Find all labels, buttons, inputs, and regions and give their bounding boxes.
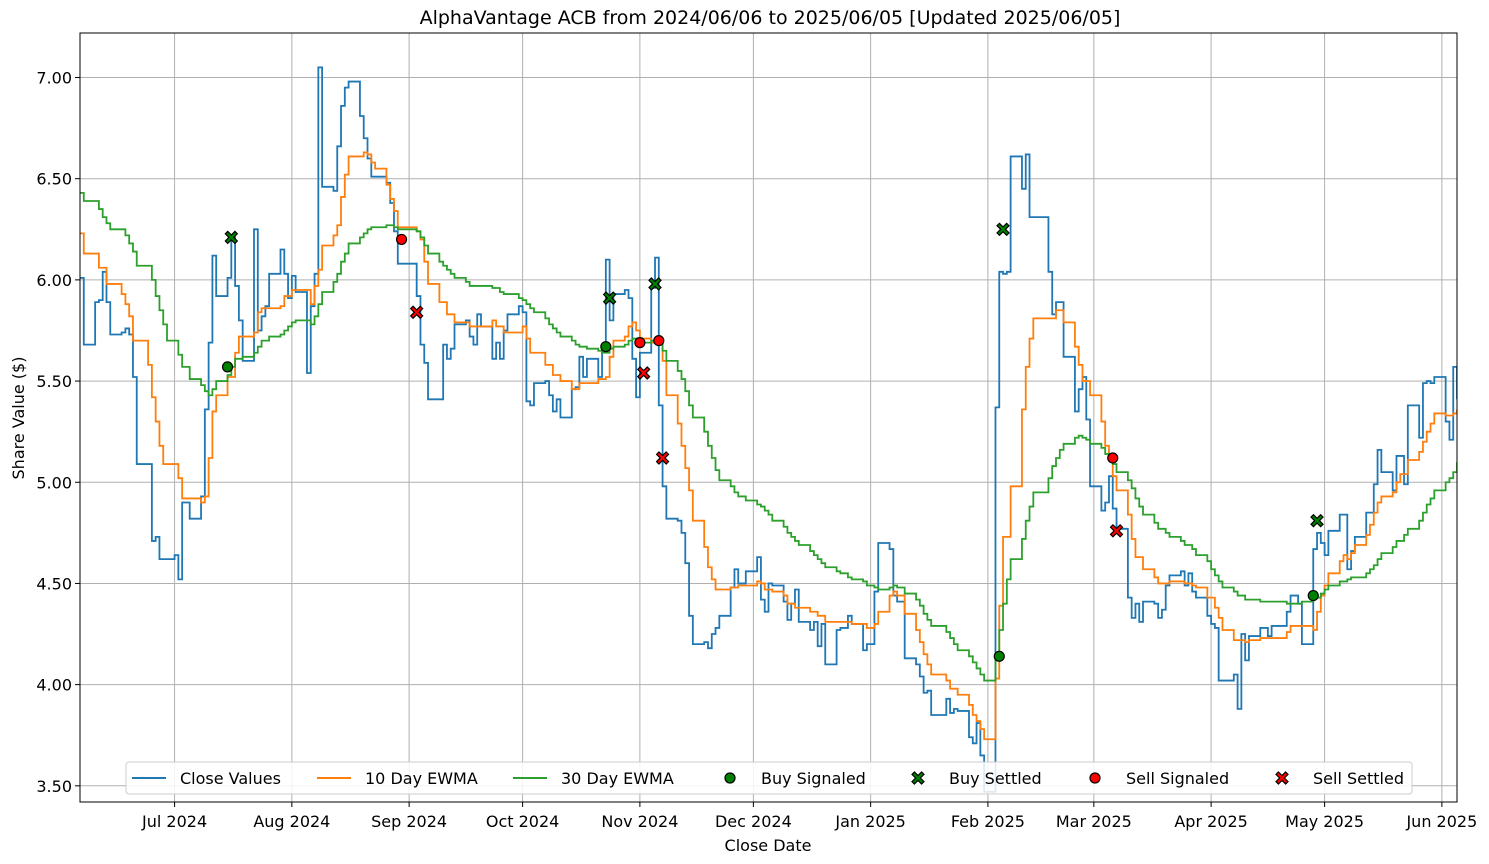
series-line-close-values <box>80 66 1457 793</box>
legend-label: 30 Day EWMA <box>561 769 674 788</box>
legend-label: 10 Day EWMA <box>365 769 478 788</box>
sell-signaled-marker <box>634 337 646 349</box>
sell-settled-marker <box>409 305 424 320</box>
buy-signaled-marker <box>221 361 234 373</box>
legend-label: Sell Settled <box>1313 769 1404 788</box>
y-tick-label: 6.00 <box>36 271 72 290</box>
buy-signaled-marker <box>600 341 612 353</box>
plot-frame <box>79 32 1458 803</box>
legend-swatch <box>1275 771 1289 785</box>
x-tick-label: Jan 2025 <box>834 812 905 831</box>
buy-signaled-marker <box>993 650 1005 662</box>
x-tick-label: Jul 2024 <box>141 812 207 831</box>
y-tick-label: 3.50 <box>36 777 72 796</box>
x-axis-ticks: Jul 2024 Aug 2024 Sep 2024 Oct 2024 Nov 2024… <box>141 802 1477 831</box>
y-tick-label: 6.50 <box>36 170 72 189</box>
y-tick-label: 4.00 <box>36 676 72 695</box>
series-layer <box>80 66 1457 793</box>
buy-settled-marker <box>996 222 1010 237</box>
legend-swatch <box>1089 772 1101 784</box>
y-tick-label: 5.50 <box>36 372 72 391</box>
legend-swatch <box>724 772 736 784</box>
x-tick-label: Sep 2024 <box>371 812 447 831</box>
legend-label: Sell Signaled <box>1126 769 1229 788</box>
sell-signaled-marker <box>395 233 408 246</box>
y-tick-label: 4.50 <box>36 574 72 593</box>
buy-settled-marker <box>648 277 662 291</box>
legend-swatch <box>911 771 925 785</box>
x-tick-label: Feb 2025 <box>951 812 1025 831</box>
x-tick-label: Dec 2024 <box>715 812 792 831</box>
legend-label: Close Values <box>180 769 281 788</box>
x-tick-label: Oct 2024 <box>486 812 559 831</box>
legend-label: Buy Settled <box>949 769 1042 788</box>
sell-signaled-marker <box>1107 452 1119 464</box>
marker-layer <box>221 222 1324 662</box>
y-axis-label: Share Value ($) <box>9 357 28 480</box>
x-tick-label: May 2025 <box>1285 812 1364 831</box>
x-tick-label: Nov 2024 <box>601 812 678 831</box>
y-axis-ticks: 3.50 4.00 4.50 5.00 5.50 6.00 6.50 7.00 <box>36 69 80 796</box>
buy-settled-marker <box>224 230 239 245</box>
x-axis-label: Close Date <box>725 836 812 855</box>
sell-settled-marker <box>1109 523 1124 538</box>
grid-layer <box>80 33 1457 802</box>
x-tick-label: Jun 2025 <box>1405 812 1477 831</box>
series-line-10-day-ewma <box>80 151 1457 741</box>
buy-settled-marker <box>1310 513 1324 528</box>
y-tick-label: 5.00 <box>36 473 72 492</box>
legend-label: Buy Signaled <box>761 769 866 788</box>
y-tick-label: 7.00 <box>36 69 72 88</box>
sell-signaled-marker <box>653 335 665 347</box>
legend-box <box>125 761 1413 795</box>
x-tick-label: Apr 2025 <box>1174 812 1247 831</box>
buy-settled-marker <box>602 291 617 305</box>
sell-settled-marker <box>636 366 651 380</box>
legend: Close Values 10 Day EWMA 30 Day EWMA Buy Si… <box>125 761 1413 795</box>
series-line-30-day-ewma <box>80 191 1457 682</box>
chart-title: AlphaVantage ACB from 2024/06/06 to 2025… <box>420 7 1121 29</box>
x-tick-label: Mar 2025 <box>1056 812 1132 831</box>
buy-signaled-marker <box>1307 589 1319 602</box>
x-tick-label: Aug 2024 <box>253 812 330 831</box>
sell-settled-marker <box>655 451 670 465</box>
